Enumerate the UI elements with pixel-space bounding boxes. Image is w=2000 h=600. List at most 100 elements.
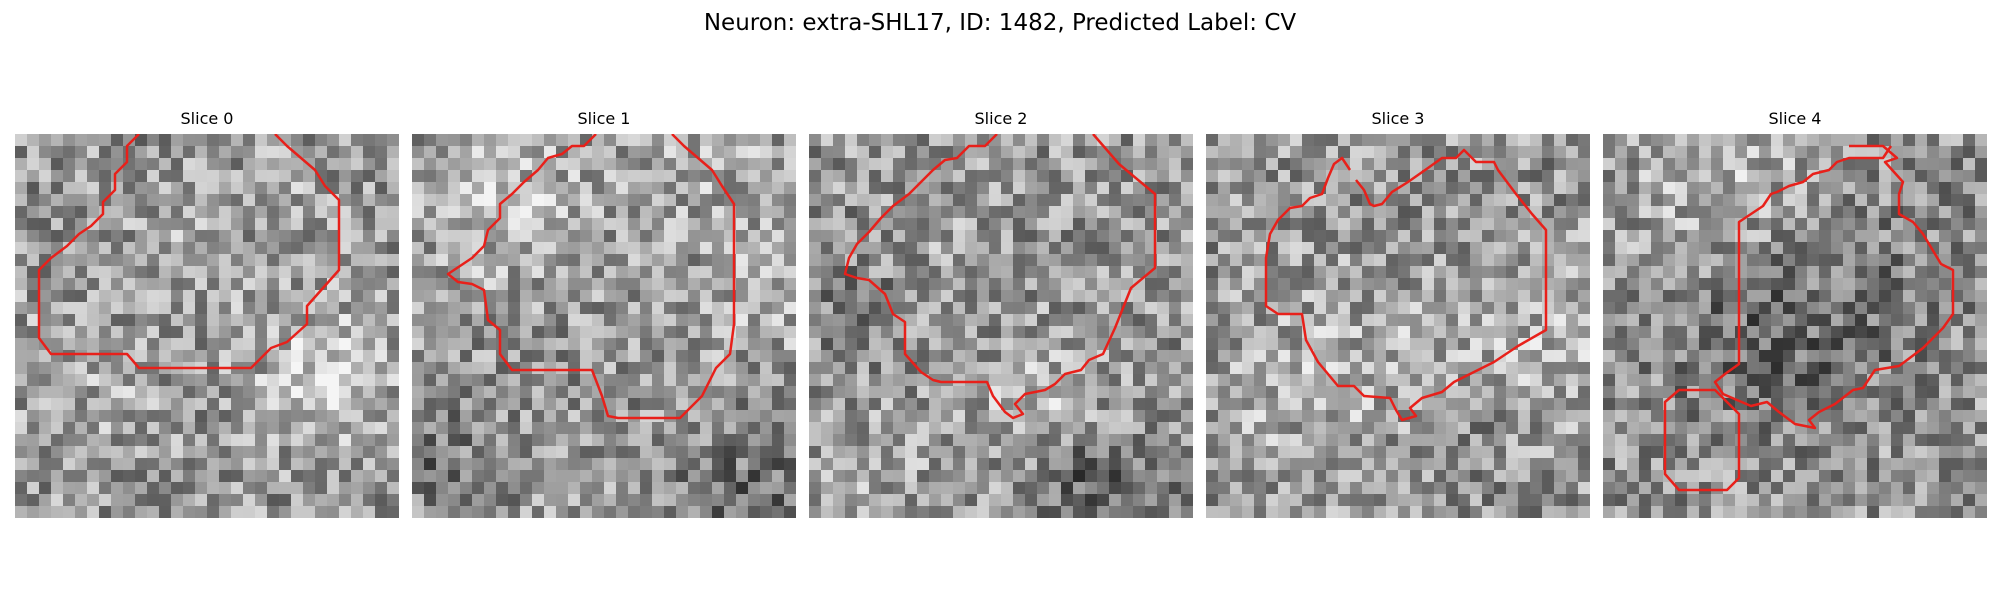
- slice-0-pixel: [243, 386, 256, 399]
- slice-3-pixel: [1386, 206, 1399, 219]
- slice-1-pixel: [688, 218, 701, 231]
- slice-1-pixel: [736, 182, 749, 195]
- slice-3-pixel: [1326, 482, 1339, 495]
- slice-0-pixel: [219, 470, 232, 483]
- slice-4-pixel: [1855, 134, 1868, 147]
- slice-0-pixel: [183, 194, 196, 207]
- slice-0-pixel: [51, 386, 64, 399]
- slice-2-pixel: [977, 170, 990, 183]
- slice-0-pixel: [267, 374, 280, 387]
- slice-3-pixel: [1530, 362, 1543, 375]
- slice-1-pixel: [604, 326, 617, 339]
- slice-1-pixel: [760, 266, 773, 279]
- slice-2-pixel: [857, 182, 870, 195]
- slice-2-pixel: [821, 302, 834, 315]
- slice-0-pixel: [75, 410, 88, 423]
- slice-2-pixel: [1013, 230, 1026, 243]
- slice-1-pixel: [460, 410, 473, 423]
- slice-0-pixel: [231, 158, 244, 171]
- slice-3-pixel: [1518, 506, 1531, 518]
- slice-2-pixel: [1181, 182, 1193, 195]
- slice-2-pixel: [845, 218, 858, 231]
- slice-0-pixel: [363, 134, 376, 147]
- slice-3-pixel: [1374, 386, 1387, 399]
- slice-0-pixel: [27, 398, 40, 411]
- slice-1-pixel: [688, 158, 701, 171]
- slice-4-pixel: [1939, 206, 1952, 219]
- slice-0-pixel: [183, 422, 196, 435]
- slice-4-pixel: [1747, 302, 1760, 315]
- slice-4-pixel: [1651, 350, 1664, 363]
- slice-4-pixel: [1759, 362, 1772, 375]
- slice-4-pixel: [1627, 362, 1640, 375]
- slice-0-pixel: [327, 266, 340, 279]
- slice-1-pixel: [436, 326, 449, 339]
- slice-1-pixel: [472, 206, 485, 219]
- slice-4-pixel: [1651, 158, 1664, 171]
- slice-1-pixel: [412, 374, 425, 387]
- slice-3-pixel: [1278, 422, 1291, 435]
- slice-0-pixel: [183, 242, 196, 255]
- slice-2-pixel: [905, 374, 918, 387]
- slice-4-pixel: [1915, 434, 1928, 447]
- slice-1-pixel: [616, 230, 629, 243]
- slice-0-pixel: [303, 506, 316, 518]
- slice-2-pixel: [1109, 362, 1122, 375]
- slice-2-pixel: [929, 302, 942, 315]
- slice-3-pixel: [1566, 434, 1579, 447]
- slice-1-pixel: [772, 170, 785, 183]
- slice-2-pixel: [1169, 362, 1182, 375]
- slice-0-pixel: [27, 482, 40, 495]
- slice-0-pixel: [147, 482, 160, 495]
- slice-3-pixel: [1326, 446, 1339, 459]
- slice-0-pixel: [75, 506, 88, 518]
- slice-2-pixel: [857, 146, 870, 159]
- slice-4-pixel: [1603, 266, 1616, 279]
- slice-0-pixel: [267, 170, 280, 183]
- slice-2-pixel: [845, 482, 858, 495]
- slice-3-pixel: [1314, 470, 1327, 483]
- slice-3-pixel: [1542, 374, 1555, 387]
- slice-3-pixel: [1362, 482, 1375, 495]
- slice-1-pixel: [772, 458, 785, 471]
- slice-2-pixel: [1073, 494, 1086, 507]
- slice-0-pixel: [267, 362, 280, 375]
- slice-0-pixel: [291, 242, 304, 255]
- slice-1-pixel: [508, 338, 521, 351]
- slice-3-pixel: [1446, 506, 1459, 518]
- slice-3-pixel: [1434, 338, 1447, 351]
- slice-3-pixel: [1374, 434, 1387, 447]
- slice-0-pixel: [27, 326, 40, 339]
- slice-3-pixel: [1434, 254, 1447, 267]
- slice-1-pixel: [580, 362, 593, 375]
- slice-4-pixel: [1663, 134, 1676, 147]
- slice-4-pixel: [1651, 230, 1664, 243]
- slice-4-pixel: [1915, 362, 1928, 375]
- slice-2-pixel: [893, 146, 906, 159]
- slice-3-pixel: [1362, 158, 1375, 171]
- slice-2-pixel: [1097, 278, 1110, 291]
- slice-2-pixel: [1181, 446, 1193, 459]
- slice-4-pixel: [1939, 374, 1952, 387]
- slice-0-pixel: [255, 434, 268, 447]
- slice-0-pixel: [51, 470, 64, 483]
- slice-4-pixel: [1651, 398, 1664, 411]
- slice-4-pixel: [1783, 422, 1796, 435]
- slice-0-pixel: [279, 506, 292, 518]
- slice-2-pixel: [1001, 182, 1014, 195]
- slice-4-pixel: [1651, 134, 1664, 147]
- slice-1-pixel: [568, 194, 581, 207]
- slice-4-pixel: [1735, 458, 1748, 471]
- slice-3-pixel: [1542, 182, 1555, 195]
- slice-1-pixel: [736, 422, 749, 435]
- slice-2-pixel: [917, 230, 930, 243]
- slice-0-pixel: [231, 146, 244, 159]
- slice-2-pixel: [1121, 242, 1134, 255]
- slice-1-pixel: [688, 266, 701, 279]
- slice-3-pixel: [1386, 314, 1399, 327]
- slice-4-pixel: [1627, 146, 1640, 159]
- slice-4-pixel: [1687, 206, 1700, 219]
- slice-0-pixel: [75, 350, 88, 363]
- slice-0-pixel: [39, 350, 52, 363]
- slice-0-pixel: [147, 254, 160, 267]
